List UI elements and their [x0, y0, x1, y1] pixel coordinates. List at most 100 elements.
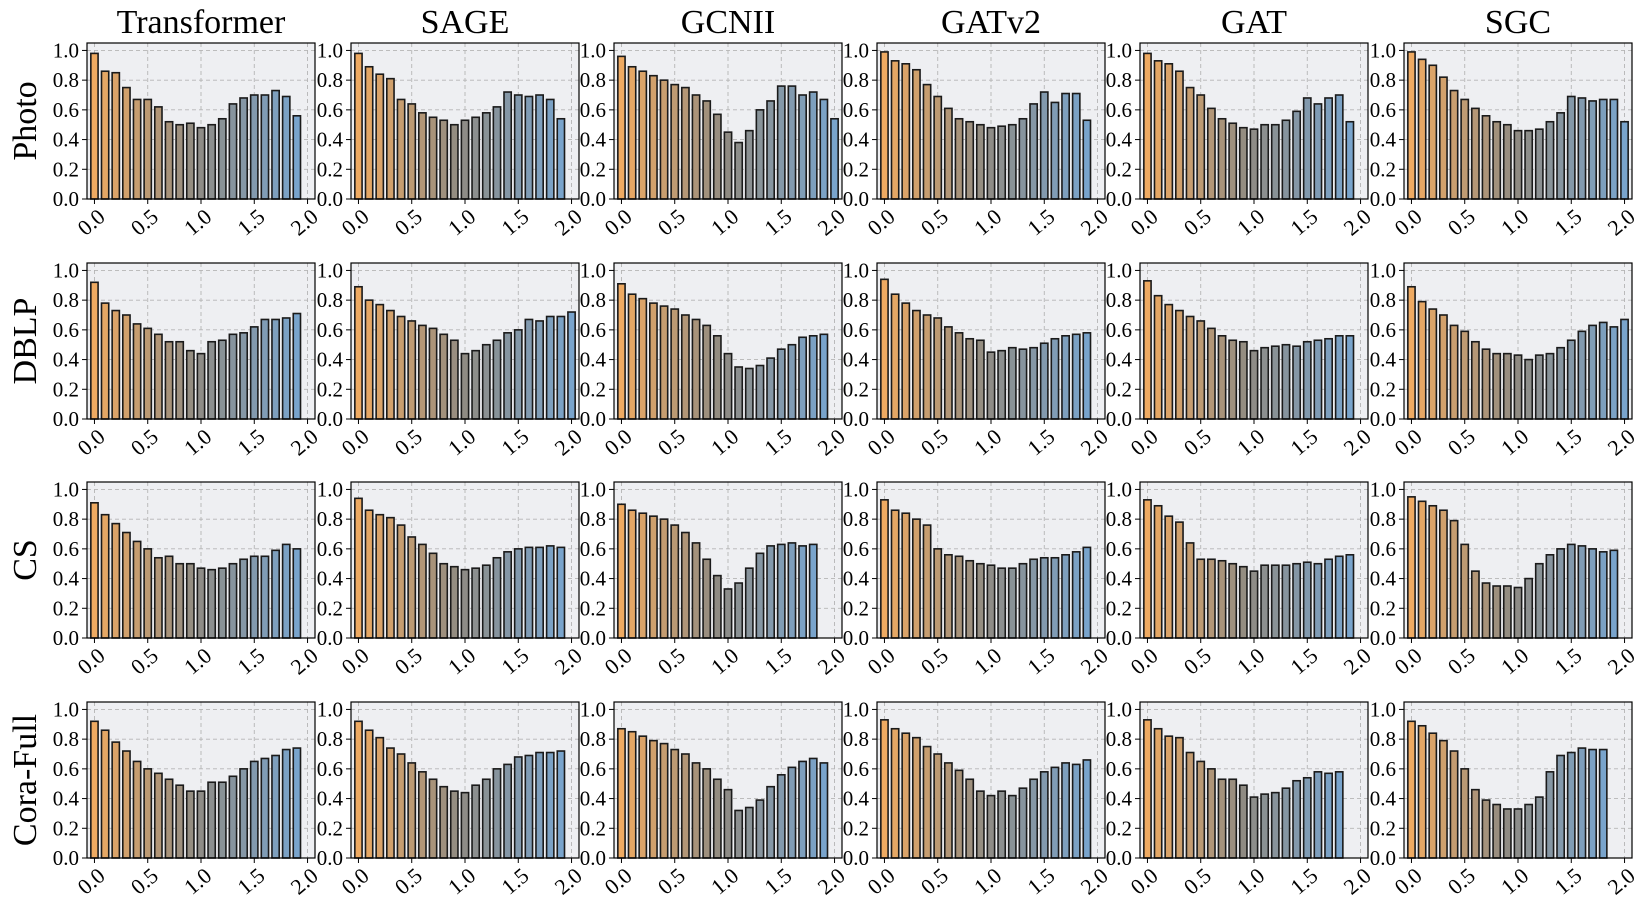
x-tick-label: 1.5 [1285, 643, 1322, 680]
bar [354, 720, 363, 859]
bar [535, 320, 545, 420]
bar [1164, 303, 1174, 420]
y-tick-label: 0.8 [1370, 288, 1396, 312]
bar [1324, 97, 1334, 200]
bar [207, 568, 217, 639]
bar [271, 89, 281, 200]
bar [691, 94, 701, 200]
bar [965, 120, 975, 200]
bar [1007, 794, 1017, 859]
bar [1502, 123, 1512, 200]
bar [364, 729, 374, 859]
y-tick-label: 0.8 [1370, 68, 1396, 92]
bar [481, 343, 491, 420]
bar [659, 305, 669, 420]
x-tick-label: 1.0 [179, 863, 216, 900]
bar [787, 85, 797, 200]
x-tick-label: 0.5 [126, 424, 163, 461]
panel-cs-sage: 0.00.20.40.60.81.00.0 0.5 1.0 1.5 2.0 [317, 477, 587, 679]
column-title-gcnii: GCNII [681, 4, 775, 41]
bar [439, 333, 449, 420]
bar [460, 352, 470, 420]
y-tick-label: 0.0 [843, 846, 869, 870]
panel-cs-gcnii: 0.00.20.40.60.81.00.0 0.5 1.0 1.5 2.0 [580, 477, 850, 679]
y-tick-label: 0.8 [317, 68, 343, 92]
bar [1417, 58, 1427, 200]
bar [680, 86, 690, 200]
x-tick-label: 1.0 [1496, 204, 1533, 241]
bar [975, 339, 985, 420]
y-tick-label: 0.2 [1106, 816, 1132, 840]
x-tick-label: 1.5 [232, 863, 269, 900]
bar [755, 552, 765, 639]
bar [1545, 120, 1555, 200]
bar [111, 522, 121, 639]
bar [986, 351, 996, 420]
bar [143, 327, 153, 420]
bar [132, 323, 142, 420]
bar [712, 574, 722, 639]
bar [535, 546, 545, 639]
bar [1270, 123, 1280, 200]
bar [513, 756, 523, 859]
x-tick-label: 1.5 [759, 643, 796, 680]
y-tick-label: 0.4 [1106, 128, 1133, 152]
bar [1470, 788, 1480, 859]
bar [1545, 771, 1555, 859]
bar [954, 332, 964, 420]
bar [428, 778, 438, 859]
bar [217, 567, 227, 639]
bar [680, 753, 690, 859]
bar [1556, 754, 1566, 859]
bar [1249, 570, 1259, 639]
bar [734, 809, 744, 859]
bar [1438, 509, 1448, 639]
bar [292, 115, 302, 200]
bar [249, 760, 259, 859]
bar [271, 549, 281, 639]
bar [1481, 799, 1491, 859]
y-tick-label: 0.8 [1106, 68, 1132, 92]
bar [1598, 321, 1608, 420]
y-tick-label: 0.4 [1370, 567, 1397, 591]
x-tick-label: 1.0 [1232, 863, 1269, 900]
bar [407, 762, 417, 859]
bar [1281, 787, 1291, 859]
y-tick-label: 0.2 [317, 816, 343, 840]
bar [196, 567, 206, 639]
bar [734, 141, 744, 200]
bar [1417, 300, 1427, 420]
bar [354, 52, 363, 200]
x-tick-label: 0.5 [126, 204, 163, 241]
y-tick-label: 1.0 [317, 38, 343, 62]
x-tick-label: 1.0 [706, 863, 743, 900]
x-tick-label: 1.0 [179, 643, 216, 680]
column-title-gatv2: GATv2 [941, 4, 1041, 41]
bar [617, 503, 626, 639]
y-tick-label: 0.4 [317, 567, 344, 591]
bar [712, 113, 722, 200]
bar [1260, 564, 1270, 639]
bar [1534, 796, 1544, 859]
bar [1588, 548, 1598, 639]
bar [922, 745, 932, 859]
bar [1270, 564, 1280, 639]
bar [1502, 352, 1512, 420]
x-tick-label: 0.5 [916, 863, 953, 900]
x-tick-label: 1.0 [969, 863, 1006, 900]
bar [1185, 542, 1195, 639]
bar [1534, 354, 1544, 420]
bar [1566, 339, 1576, 420]
bar [1492, 120, 1502, 200]
bar [1164, 735, 1174, 859]
bar [1217, 117, 1227, 200]
bar [217, 117, 227, 200]
x-tick-label: 1.5 [232, 424, 269, 461]
bar [1620, 318, 1629, 420]
x-tick-label: 1.0 [1496, 643, 1533, 680]
bar [1460, 768, 1470, 859]
bar [734, 366, 744, 420]
x-tick-label: 1.0 [706, 424, 743, 461]
y-tick-label: 0.4 [1106, 348, 1133, 372]
bar [1260, 793, 1270, 859]
